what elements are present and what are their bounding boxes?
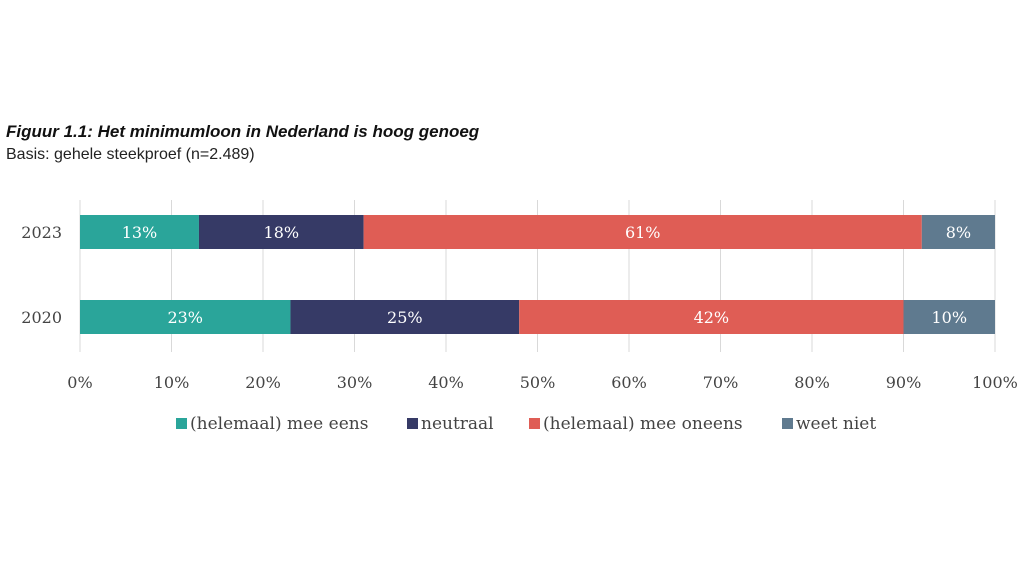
data-label: 13% bbox=[122, 223, 158, 242]
data-label: 18% bbox=[264, 223, 300, 242]
data-label: 23% bbox=[167, 308, 203, 327]
bar-segment bbox=[290, 300, 520, 334]
x-tick-label: 30% bbox=[337, 373, 373, 392]
legend-label: neutraal bbox=[421, 414, 494, 434]
bar-segment bbox=[198, 215, 364, 249]
chart-title: Figuur 1.1: Het minimumloon in Nederland… bbox=[6, 122, 480, 141]
data-label: 61% bbox=[625, 223, 661, 242]
legend-swatch bbox=[782, 418, 793, 429]
data-label: 25% bbox=[387, 308, 423, 327]
x-tick-label: 70% bbox=[703, 373, 739, 392]
x-tick-label: 0% bbox=[67, 373, 92, 392]
data-label: 8% bbox=[946, 223, 971, 242]
x-tick-label: 90% bbox=[886, 373, 922, 392]
x-tick-label: 10% bbox=[154, 373, 190, 392]
x-tick-label: 40% bbox=[428, 373, 464, 392]
bar-segment bbox=[519, 300, 904, 334]
bar-segment bbox=[80, 215, 199, 249]
bar-segment bbox=[363, 215, 922, 249]
legend-label: (helemaal) mee oneens bbox=[543, 414, 743, 434]
legend-swatch bbox=[176, 418, 187, 429]
x-tick-label: 80% bbox=[794, 373, 830, 392]
x-tick-label: 60% bbox=[611, 373, 647, 392]
x-tick-label: 20% bbox=[245, 373, 281, 392]
legend-swatch bbox=[529, 418, 540, 429]
x-tick-label: 50% bbox=[520, 373, 556, 392]
category-label: 2023 bbox=[21, 223, 62, 242]
bar-segment bbox=[903, 300, 995, 334]
x-tick-label: 100% bbox=[972, 373, 1018, 392]
legend-label: weet niet bbox=[796, 414, 876, 434]
category-label: 2020 bbox=[21, 308, 62, 327]
bar-segment bbox=[80, 300, 291, 334]
data-label: 42% bbox=[694, 308, 730, 327]
bar-segment bbox=[921, 215, 995, 249]
legend-label: (helemaal) mee eens bbox=[190, 414, 368, 434]
legend-swatch bbox=[407, 418, 418, 429]
chart-subtitle: Basis: gehele steekproef (n=2.489) bbox=[6, 146, 255, 163]
data-label: 10% bbox=[931, 308, 967, 327]
